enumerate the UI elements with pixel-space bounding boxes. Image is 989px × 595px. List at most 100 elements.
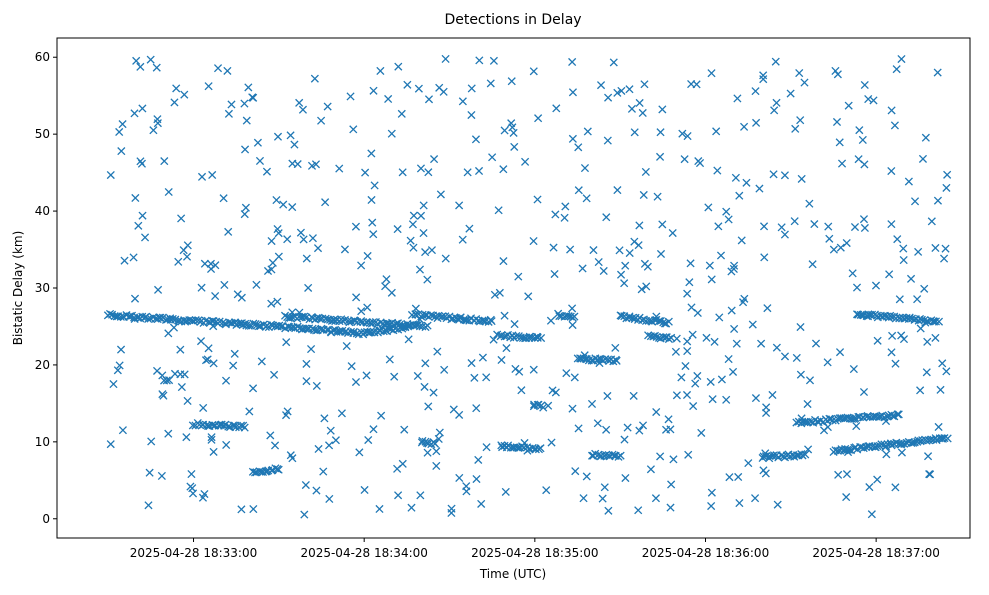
data-point [611, 343, 620, 352]
data-point [855, 126, 864, 135]
data-point [931, 243, 940, 253]
data-point [219, 194, 228, 203]
data-point [242, 116, 251, 125]
data-point [426, 311, 436, 320]
data-point [910, 197, 920, 206]
data-point [439, 87, 448, 96]
data-point [800, 418, 809, 427]
data-point [662, 425, 671, 434]
data-point [772, 98, 781, 107]
data-point [832, 117, 842, 127]
data-point [568, 320, 577, 330]
data-point [681, 361, 690, 371]
data-point [204, 82, 213, 91]
data-point [299, 235, 308, 244]
data-point [489, 335, 498, 344]
data-point [302, 359, 311, 368]
data-point [379, 327, 388, 336]
data-point [207, 435, 216, 444]
data-point [761, 449, 770, 458]
data-point [130, 294, 140, 303]
data-point [320, 414, 329, 423]
data-point [735, 191, 744, 200]
data-point [550, 269, 559, 279]
data-point [182, 433, 191, 442]
data-point [224, 227, 233, 236]
data-point [905, 313, 914, 322]
data-point [525, 332, 534, 341]
data-point [547, 438, 556, 447]
data-point [255, 156, 265, 166]
data-point [943, 434, 952, 443]
data-point [414, 84, 423, 93]
data-point [680, 155, 689, 164]
data-point [742, 178, 751, 187]
data-point [823, 423, 832, 432]
data-point [887, 166, 896, 176]
data-point [421, 359, 430, 368]
data-point [478, 353, 487, 362]
data-point [686, 259, 695, 268]
data-point [282, 338, 291, 347]
data-point [580, 163, 590, 173]
data-point [180, 90, 189, 99]
data-point [568, 304, 577, 313]
data-point [913, 295, 922, 304]
data-point [144, 314, 153, 324]
data-point [730, 261, 739, 270]
data-point [514, 272, 523, 281]
data-point [409, 243, 418, 252]
data-point [891, 359, 900, 368]
data-point [182, 252, 192, 261]
data-point [160, 157, 169, 166]
data-point [521, 157, 530, 166]
data-point [938, 359, 947, 368]
data-point [275, 321, 284, 330]
data-point [683, 337, 692, 346]
data-point [536, 444, 545, 453]
data-point [507, 77, 516, 86]
data-point [599, 266, 608, 276]
data-point [387, 288, 396, 297]
data-point [795, 68, 804, 78]
data-point [734, 472, 743, 482]
data-point [574, 143, 583, 152]
data-point [603, 136, 612, 145]
data-point [134, 221, 143, 230]
data-point [744, 459, 753, 468]
data-point [623, 423, 632, 432]
data-point [211, 291, 220, 301]
data-point [449, 405, 458, 414]
data-point [369, 86, 378, 95]
data-point [481, 317, 490, 326]
data-point [534, 400, 543, 409]
data-point [221, 376, 231, 385]
data-point [683, 346, 692, 356]
data-point [149, 126, 158, 135]
data-point [472, 474, 481, 484]
data-point [118, 426, 127, 435]
data-point [652, 407, 661, 417]
data-point [755, 184, 764, 193]
data-point [724, 215, 733, 224]
data-point [620, 279, 629, 288]
data-point [499, 165, 508, 174]
data-point [369, 230, 378, 239]
data-point [467, 110, 476, 120]
data-point [568, 88, 577, 97]
data-point [888, 411, 897, 421]
data-point [529, 365, 538, 374]
data-point [390, 372, 399, 381]
data-point [274, 229, 283, 238]
data-point [524, 292, 533, 301]
data-point [237, 505, 246, 514]
data-point [552, 104, 561, 113]
data-point [544, 401, 553, 410]
data-point [413, 371, 422, 381]
data-point [893, 410, 902, 419]
data-point [769, 451, 778, 460]
data-point [551, 210, 560, 219]
data-point [331, 436, 340, 445]
data-point [515, 367, 524, 376]
data-point [580, 351, 589, 360]
